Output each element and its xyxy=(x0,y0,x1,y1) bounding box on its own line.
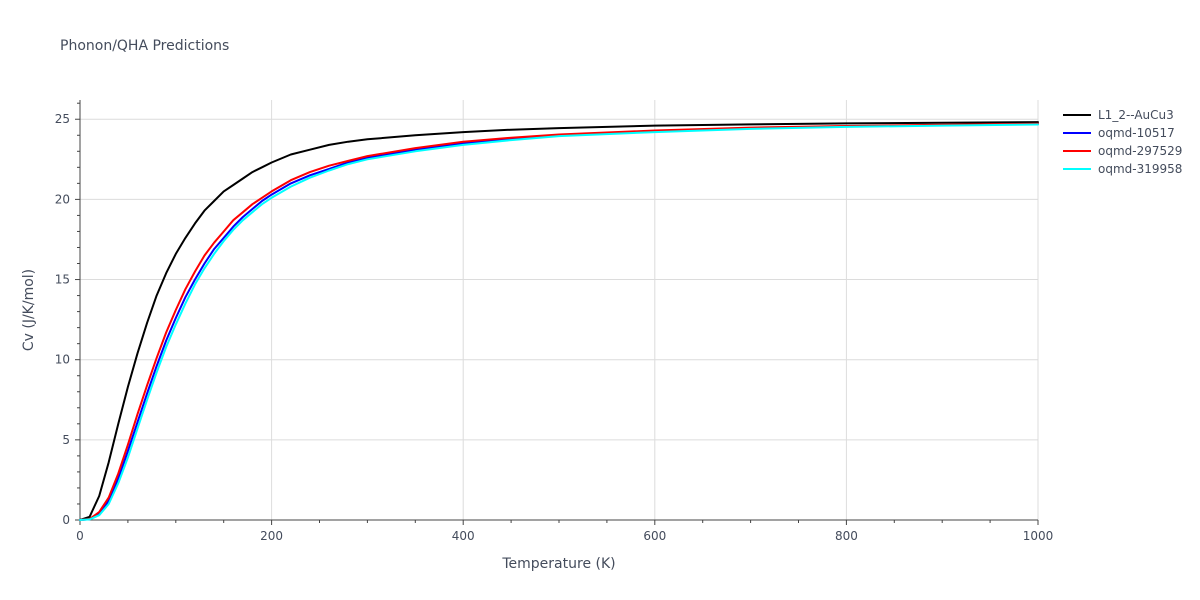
legend-label: L1_2--AuCu3 xyxy=(1098,108,1174,122)
x-tick-label: 800 xyxy=(835,529,858,543)
y-tick-label: 20 xyxy=(55,192,70,206)
y-ticks: 0 5 10 15 20 25 xyxy=(55,102,80,527)
y-tick-label: 10 xyxy=(55,353,70,367)
series-line-1 xyxy=(79,123,1039,521)
legend[interactable]: L1_2--AuCu3 oqmd-10517 oqmd-297529 oqmd-319… xyxy=(1063,108,1182,176)
series-lines xyxy=(79,121,1039,521)
y-tick-label: 25 xyxy=(55,112,70,126)
series-line-3 xyxy=(79,123,1039,521)
axes xyxy=(79,100,1038,521)
series-line-0 xyxy=(79,121,1039,521)
legend-label: oqmd-10517 xyxy=(1098,126,1175,140)
legend-item[interactable]: oqmd-10517 xyxy=(1063,126,1175,140)
x-tick-label: 200 xyxy=(260,529,283,543)
x-axis-title: Temperature (K) xyxy=(501,556,615,572)
legend-item[interactable]: oqmd-297529 xyxy=(1063,144,1182,158)
legend-item[interactable]: L1_2--AuCu3 xyxy=(1063,108,1174,122)
legend-label: oqmd-319958 xyxy=(1098,162,1182,176)
grid xyxy=(80,100,1039,520)
x-tick-label: 1000 xyxy=(1023,529,1054,543)
legend-item[interactable]: oqmd-319958 xyxy=(1063,162,1182,176)
x-tick-label: 0 xyxy=(76,529,84,543)
x-tick-label: 400 xyxy=(452,529,475,543)
legend-label: oqmd-297529 xyxy=(1098,144,1182,158)
x-ticks: 0 200 400 600 800 1000 xyxy=(76,520,1053,543)
y-axis-title: Cv (J/K/mol) xyxy=(21,269,37,351)
x-tick-label: 600 xyxy=(643,529,666,543)
chart-title: Phonon/QHA Predictions xyxy=(60,38,229,54)
series-line-2 xyxy=(79,122,1039,521)
y-tick-label: 0 xyxy=(62,513,70,527)
y-tick-label: 5 xyxy=(62,433,70,447)
y-tick-label: 15 xyxy=(55,273,70,287)
